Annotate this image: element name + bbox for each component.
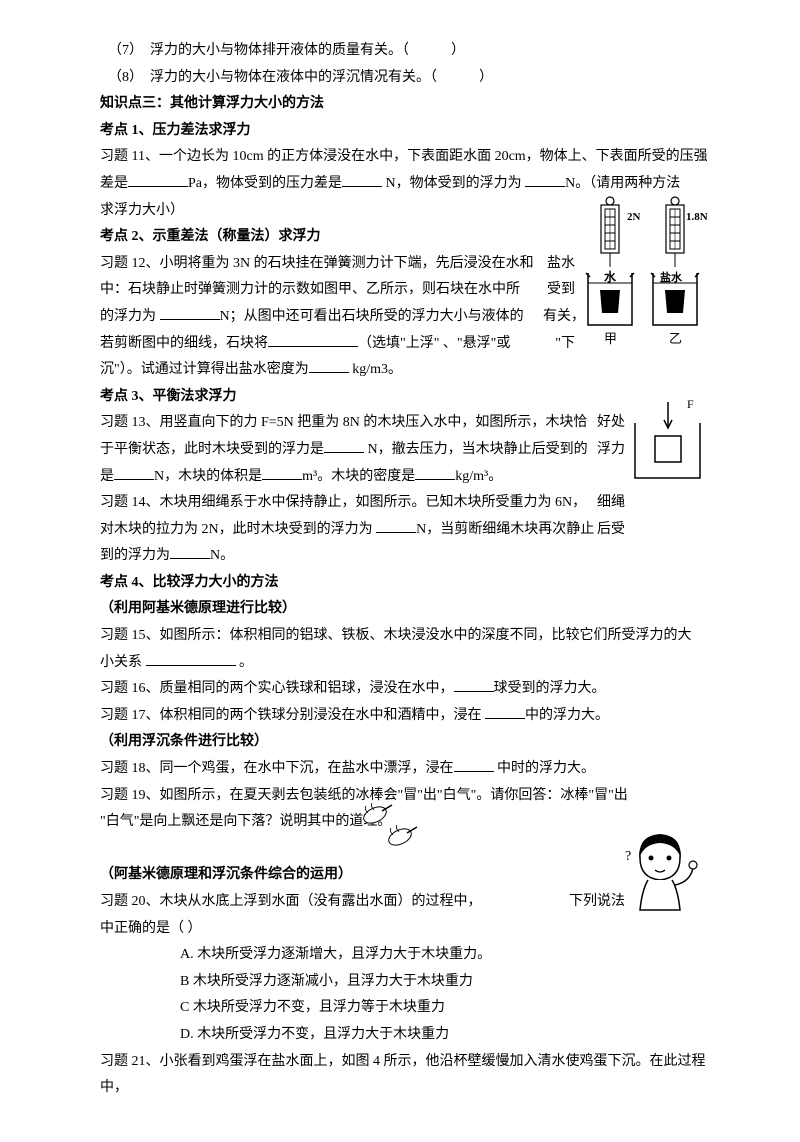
text: 习题 20、木块从水底上浮到水面（没有露出水面）的过程中， <box>100 894 482 909</box>
q13-line3: 是 N，木块的体积是 m³。木块的密度是 kg/m³。 <box>100 464 720 491</box>
figure-block-icon: F <box>630 398 705 483</box>
text: N，当剪断细绳木块再次静止 <box>416 522 594 537</box>
blank <box>454 757 494 772</box>
blank <box>170 544 210 559</box>
text: N；从图中还可看出石块所受的浮力大小与液体的 <box>220 309 524 324</box>
label-1p8n: 1.8N <box>686 211 708 223</box>
blank <box>376 518 416 533</box>
text: 习题 16、质量相同的两个实心铁球和铝球，浸没在水中， <box>100 681 454 696</box>
text: 。 <box>236 655 254 670</box>
text: N。 <box>210 548 234 563</box>
figure-scales-icon: 2N 水 甲 1.8N 盐水 乙 <box>580 195 710 350</box>
label-2n: 2N <box>627 211 641 223</box>
choice-a: A. 木块所受浮力逐渐增大，且浮力大于木块重力。 <box>100 942 720 969</box>
item-7: （7） 浮力的大小与物体排开液体的质量有关。（ ） <box>100 38 465 65</box>
blank <box>262 465 302 480</box>
blank <box>485 704 525 719</box>
choice-d: D. 木块所受浮力不变，且浮力大于木块重力 <box>100 1022 720 1049</box>
heading-kp1: 考点 1、压力差法求浮力 <box>100 118 720 145</box>
text: 下列说法 <box>569 889 625 916</box>
text: 的浮力为 <box>100 309 160 324</box>
figure-boy-icon: ? <box>620 830 700 915</box>
text: 是 <box>100 469 114 484</box>
blank <box>114 465 154 480</box>
text: N，物体受到的浮力为 <box>382 176 525 191</box>
text: N，木块的体积是 <box>154 469 262 484</box>
blank <box>415 465 455 480</box>
text: 对木块的拉力为 2N，此时木块受到的浮力为 <box>100 522 376 537</box>
text: 后受 <box>597 517 625 544</box>
text: kg/m³。 <box>455 469 502 484</box>
text: 盐水 <box>547 251 575 278</box>
q21: 习题 21、小张看到鸡蛋浮在盐水面上，如图 4 所示，他沿杯壁缓慢加入清水使鸡蛋… <box>100 1049 720 1102</box>
choice-b: B 木块所受浮力逐渐减小，且浮力大于木块重力 <box>100 969 720 996</box>
text: 沉"）。试通过计算得出盐水密度为 <box>100 362 309 377</box>
blank <box>128 172 188 187</box>
text: 细绳 <box>597 490 625 517</box>
figure-popsicle-icon <box>350 795 430 855</box>
text: 习题 14、木块用细绳系于水中保持静止，如图所示。已知木块所受重力为 6N， <box>100 495 586 510</box>
text: N。（请用两种方法 <box>565 176 680 191</box>
q18: 习题 18、同一个鸡蛋，在水中下沉，在盐水中漂浮，浸在 中时的浮力大。 <box>100 756 720 783</box>
blank <box>268 332 358 347</box>
text: 若剪断图中的细线，石块将 <box>100 336 268 351</box>
text: 中的浮力大。 <box>525 708 609 723</box>
text: "下 <box>555 331 575 358</box>
blank <box>324 438 364 453</box>
q13-line1: 习题 13、用竖直向下的力 F=5N 把重为 8N 的木块压入水中，如图所示，木… <box>100 410 720 437</box>
text: 受到 <box>547 277 575 304</box>
q20-line2: 中正确的是（ ） <box>100 916 720 943</box>
blank <box>146 651 236 666</box>
text: 习题 18、同一个鸡蛋，在水中下沉，在盐水中漂浮，浸在 <box>100 761 454 776</box>
text: 中：石块静止时弹簧测力计的示数如图甲、乙所示，则石块在水中所 <box>100 282 520 297</box>
text: 差是 <box>100 176 128 191</box>
text: 于平衡状态，此时木块受到的浮力是 <box>100 442 324 457</box>
q14-line2: 对木块的拉力为 2N，此时木块受到的浮力为 N，当剪断细绳木块再次静止 后受 <box>100 517 720 544</box>
blank <box>160 305 220 320</box>
q17: 习题 17、体积相同的两个铁球分别浸没在水中和酒精中，浸在 中的浮力大。 <box>100 703 720 730</box>
heading-knowledge-3: 知识点三：其他计算浮力大小的方法 <box>100 91 720 118</box>
text: 球受到的浮力大。 <box>494 681 606 696</box>
text: 习题 12、小明将重为 3N 的石块挂在弹簧测力计下端，先后浸没在水和 <box>100 256 534 271</box>
q11-line1: 习题 11、一个边长为 10cm 的正方体浸没在水中，下表面距水面 20cm，物… <box>100 144 720 171</box>
text: N，撤去压力，当木块静止后受到的 <box>364 442 588 457</box>
heading-kp3: 考点 3、平衡法求浮力 <box>100 384 720 411</box>
q13-line2: 于平衡状态，此时木块受到的浮力是 N，撤去压力，当木块静止后受到的 浮力 <box>100 437 720 464</box>
text: 好处 <box>597 410 625 437</box>
heading-kp4: 考点 4、比较浮力大小的方法 <box>100 570 720 597</box>
q14-line3: 到的浮力为 N。 <box>100 543 720 570</box>
text: 浮力 <box>597 437 625 464</box>
text: 小关系 <box>100 655 146 670</box>
text: 习题 13、用竖直向下的力 F=5N 把重为 8N 的木块压入水中，如图所示，木… <box>100 415 587 430</box>
q14-line1: 习题 14、木块用细绳系于水中保持静止，如图所示。已知木块所受重力为 6N， 细… <box>100 490 720 517</box>
text: m³。木块的密度是 <box>302 469 415 484</box>
svg-text:?: ? <box>625 849 631 864</box>
label-force: F <box>687 398 694 411</box>
item-8: （8） 浮力的大小与物体在液体中的浮沉情况有关。（ ） <box>100 65 493 92</box>
label-yi: 乙 <box>669 331 682 346</box>
blank <box>525 172 565 187</box>
label-saltwater: 盐水 <box>660 270 683 284</box>
subheading-archimedes: （利用阿基米德原理进行比较） <box>100 596 720 623</box>
q12-line5: 沉"）。试通过计算得出盐水密度为 kg/m3。 <box>100 357 720 384</box>
text: 习题 17、体积相同的两个铁球分别浸没在水中和酒精中，浸在 <box>100 708 485 723</box>
q16: 习题 16、质量相同的两个实心铁球和铝球，浸没在水中， 球受到的浮力大。 <box>100 676 720 703</box>
text: kg/m3。 <box>349 362 402 377</box>
text: 中时的浮力大。 <box>494 761 596 776</box>
subheading-floatcondition: （利用浮沉条件进行比较） <box>100 729 720 756</box>
text: （选填"上浮" 、"悬浮"或 <box>358 336 510 351</box>
q15-line2: 小关系 。 <box>100 650 720 677</box>
blank <box>342 172 382 187</box>
label-jia: 甲 <box>604 331 617 346</box>
text: Pa，物体受到的压力差是 <box>188 176 342 191</box>
choice-c: C 木块所受浮力不变，且浮力等于木块重力 <box>100 995 720 1022</box>
blank <box>309 358 349 373</box>
label-water: 水 <box>604 269 617 284</box>
q11-line2: 差是 Pa，物体受到的压力差是 N，物体受到的浮力为 N。（请用两种方法 <box>100 171 720 198</box>
document-page: （7） 浮力的大小与物体排开液体的质量有关。（ ） （8） 浮力的大小与物体在液… <box>0 0 800 1142</box>
text: 有关， <box>543 304 585 331</box>
blank <box>454 677 494 692</box>
q15-line1: 习题 15、如图所示：体积相同的铝球、铁板、木块浸没水中的深度不同，比较它们所受… <box>100 623 720 650</box>
text: 到的浮力为 <box>100 548 170 563</box>
